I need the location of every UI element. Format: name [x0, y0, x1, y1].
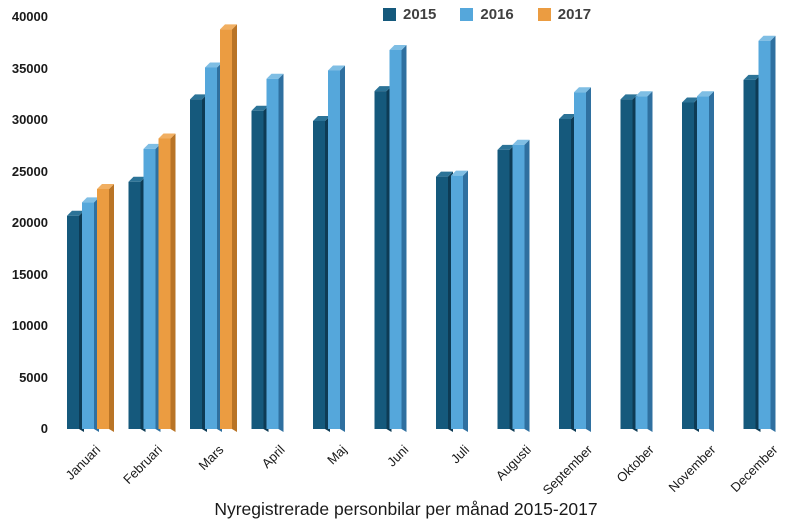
legend-swatch-2017 [537, 8, 551, 21]
bar-top-2015-februari [128, 176, 146, 182]
bar-2015-november [682, 102, 694, 430]
bar-top-2016-maj [328, 65, 345, 71]
bar-2016-november [697, 96, 709, 429]
bar-top-2016-december [758, 35, 776, 41]
bar-2015-maj [313, 121, 325, 429]
bar-top-2015-januari [67, 210, 84, 216]
bar-2015-mars [190, 99, 202, 430]
bar-top-2016-april [266, 73, 284, 79]
bar-top-2016-mars [205, 62, 222, 68]
bar-2017-januari [97, 189, 109, 429]
bar-2015-april [251, 110, 264, 429]
y-tick-label-0: 0 [40, 421, 48, 436]
bar-side-2017-januari [109, 184, 114, 432]
bar-top-2016-januari [82, 197, 99, 203]
bar-top-2015-december [743, 74, 761, 80]
bar-top-2015-april [251, 105, 269, 111]
bar-top-2015-juli [436, 171, 453, 177]
y-tick-label-35000: 35000 [11, 60, 48, 76]
bar-top-2017-januari [97, 184, 114, 190]
bar-side-2016-juni [401, 44, 407, 433]
bar-2016-mars [205, 67, 217, 429]
y-tick-label-30000: 30000 [11, 112, 48, 127]
legend-item-2016: 2016 [460, 6, 514, 23]
bar-side-2016-oktober [647, 91, 653, 432]
bar-top-2015-oktober [620, 94, 638, 100]
bar-top-2015-mars [190, 94, 207, 100]
bar-top-2015-maj [313, 116, 330, 122]
bar-2015-juli [436, 176, 448, 429]
bar-2016-augusti [512, 144, 525, 429]
bar-2016-februari [143, 148, 156, 429]
bar-top-2015-september [559, 113, 576, 119]
bar-2016-september [574, 92, 586, 429]
bar-2016-april [266, 78, 279, 430]
legend-swatch-2016 [460, 8, 474, 21]
y-tick-label-25000: 25000 [11, 163, 48, 179]
bar-top-2017-mars [220, 24, 237, 30]
bar-2015-september [559, 118, 571, 429]
bar-side-2016-augusti [524, 139, 530, 432]
legend-label-2016: 2016 [480, 6, 514, 23]
y-tick-label-5000: 5000 [19, 369, 48, 385]
bar-side-2017-mars [232, 24, 237, 433]
bar-top-2015-november [682, 97, 699, 103]
bar-2016-januari [82, 202, 94, 429]
legend-item-2017: 2017 [537, 6, 592, 23]
bar-top-2016-februari [143, 143, 161, 149]
bar-top-2015-augusti [497, 144, 515, 150]
y-tick-label-10000: 10000 [11, 318, 48, 333]
bar-2015-december [743, 79, 756, 429]
legend-label-2017: 2017 [557, 6, 592, 23]
bar-side-2016-september [586, 87, 591, 432]
bar-2015-augusti [497, 149, 510, 429]
bar-side-2016-november [709, 91, 714, 432]
bar-top-2015-juni [374, 86, 392, 92]
bar-2015-oktober [620, 99, 633, 430]
bar-side-2016-april [278, 73, 284, 433]
bar-2015-juni [374, 91, 387, 429]
bar-2017-februari [158, 138, 171, 430]
legend-swatch-2015 [383, 8, 396, 21]
bar-top-2016-oktober [635, 91, 653, 97]
bar-side-2016-december [770, 35, 776, 432]
bar-2015-januari [67, 215, 79, 429]
bar-2016-maj [328, 70, 340, 429]
chart-legend: 2015 2016 2017 [383, 6, 591, 23]
bar-2016-juli [451, 175, 463, 429]
y-tick-label-15000: 15000 [11, 266, 48, 282]
bar-side-2016-maj [340, 65, 345, 432]
bar-2015-februari [128, 181, 141, 429]
legend-item-2015: 2015 [383, 6, 436, 23]
bar-2017-mars [220, 29, 232, 430]
y-tick-label-40000: 40000 [11, 9, 48, 24]
bar-top-2016-november [697, 91, 714, 97]
legend-label-2015: 2015 [403, 6, 437, 23]
bar-top-2016-juli [451, 170, 468, 176]
bar-2016-juni [389, 49, 402, 430]
bar-top-2016-augusti [512, 139, 530, 145]
bar-2016-december [758, 40, 771, 429]
bar-top-2016-september [574, 87, 591, 93]
bar-side-2016-juli [463, 170, 468, 432]
bar-side-2017-februari [170, 133, 176, 433]
bar-top-2017-februari [158, 133, 176, 139]
y-tick-label-20000: 20000 [11, 215, 48, 230]
bar-top-2016-juni [389, 44, 407, 50]
bar-2016-oktober [635, 96, 648, 429]
chart-title: Nyregistrerade personbilar per månad 201… [214, 499, 598, 519]
